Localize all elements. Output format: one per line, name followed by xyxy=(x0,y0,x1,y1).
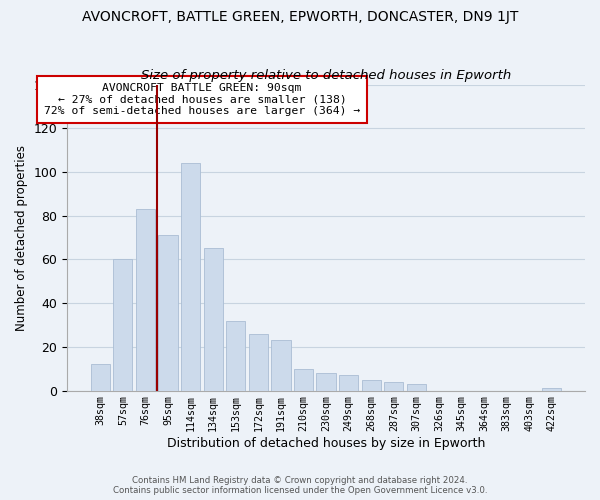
Bar xyxy=(91,364,110,390)
Bar xyxy=(316,373,335,390)
Title: Size of property relative to detached houses in Epworth: Size of property relative to detached ho… xyxy=(141,69,511,82)
Bar xyxy=(362,380,381,390)
Bar xyxy=(384,382,403,390)
Bar xyxy=(158,236,178,390)
Text: AVONCROFT BATTLE GREEN: 90sqm
← 27% of detached houses are smaller (138)
72% of : AVONCROFT BATTLE GREEN: 90sqm ← 27% of d… xyxy=(44,84,360,116)
Bar xyxy=(203,248,223,390)
Bar xyxy=(181,163,200,390)
Bar xyxy=(339,376,358,390)
Text: AVONCROFT, BATTLE GREEN, EPWORTH, DONCASTER, DN9 1JT: AVONCROFT, BATTLE GREEN, EPWORTH, DONCAS… xyxy=(82,10,518,24)
Bar xyxy=(294,368,313,390)
X-axis label: Distribution of detached houses by size in Epworth: Distribution of detached houses by size … xyxy=(167,437,485,450)
Bar xyxy=(113,260,133,390)
Y-axis label: Number of detached properties: Number of detached properties xyxy=(15,144,28,330)
Bar xyxy=(136,209,155,390)
Text: Contains HM Land Registry data © Crown copyright and database right 2024.
Contai: Contains HM Land Registry data © Crown c… xyxy=(113,476,487,495)
Bar xyxy=(226,320,245,390)
Bar xyxy=(249,334,268,390)
Bar xyxy=(542,388,562,390)
Bar xyxy=(271,340,290,390)
Bar xyxy=(407,384,426,390)
